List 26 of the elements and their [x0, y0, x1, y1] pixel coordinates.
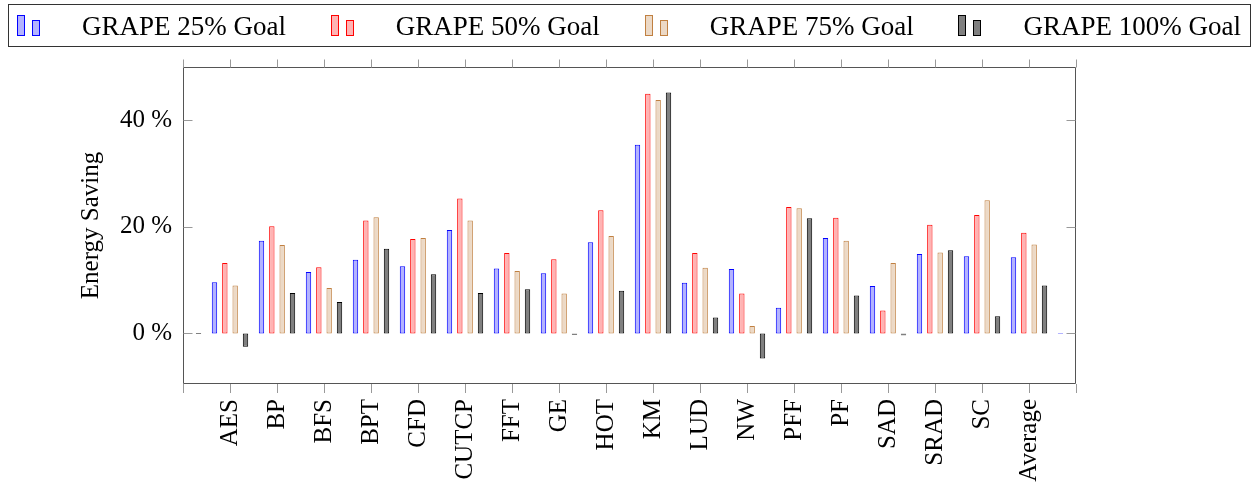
legend-label: GRAPE 25% Goal	[82, 9, 286, 42]
x-tick-label: BPT	[355, 399, 383, 445]
legend-label: GRAPE 50% Goal	[395, 9, 600, 42]
x-tick-label: CFD	[402, 399, 430, 448]
legend-label: GRAPE 75% Goal	[709, 9, 914, 42]
x-tick-label: KM	[637, 399, 665, 440]
x-tick-label: SRAD	[919, 399, 947, 466]
y-axis-title: Energy Saving	[75, 151, 103, 300]
x-tick-label: BFS	[308, 399, 336, 444]
y-tick-label: 40 %	[119, 104, 172, 132]
x-tick-label: BP	[261, 399, 289, 430]
legend-label: GRAPE 100% Goal	[1023, 9, 1241, 42]
y-tick-label: 20 %	[119, 211, 172, 239]
y-tick-label: 0 %	[132, 317, 172, 345]
x-tick-label: CUTCP	[449, 399, 477, 480]
x-tick-label: SAD	[872, 399, 900, 450]
x-tick-label: HOT	[590, 399, 618, 451]
x-tick-label: FFT	[496, 399, 524, 443]
x-tick-label: SC	[966, 399, 994, 430]
x-tick-label: Average	[1013, 399, 1041, 482]
x-tick-label: PF	[825, 399, 853, 427]
x-tick-label: AES	[214, 399, 242, 447]
x-tick-label: NW	[731, 398, 759, 441]
x-tick-label: PFF	[778, 399, 806, 441]
x-tick-label: GE	[543, 399, 571, 433]
x-tick-label: LUD	[684, 399, 712, 451]
